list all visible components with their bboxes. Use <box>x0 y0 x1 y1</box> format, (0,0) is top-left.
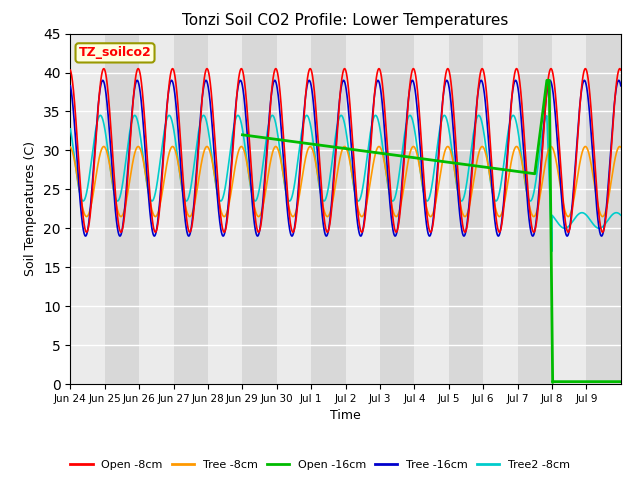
Legend: Open -8cm, Tree -8cm, Open -16cm, Tree -16cm, Tree2 -8cm: Open -8cm, Tree -8cm, Open -16cm, Tree -… <box>66 456 574 474</box>
X-axis label: Time: Time <box>330 409 361 422</box>
Bar <box>311 34 346 384</box>
Bar <box>346 34 380 384</box>
Bar <box>380 34 415 384</box>
Bar <box>70 34 105 384</box>
Bar <box>586 34 621 384</box>
Y-axis label: Soil Temperatures (C): Soil Temperatures (C) <box>24 141 38 276</box>
Bar <box>483 34 518 384</box>
Bar <box>518 34 552 384</box>
Bar <box>276 34 311 384</box>
Bar <box>552 34 586 384</box>
Bar <box>243 34 277 384</box>
Text: TZ_soilco2: TZ_soilco2 <box>79 47 152 60</box>
Bar <box>140 34 173 384</box>
Title: Tonzi Soil CO2 Profile: Lower Temperatures: Tonzi Soil CO2 Profile: Lower Temperatur… <box>182 13 509 28</box>
Bar <box>105 34 140 384</box>
Bar <box>208 34 243 384</box>
Bar <box>173 34 208 384</box>
Bar <box>415 34 449 384</box>
Bar <box>449 34 483 384</box>
